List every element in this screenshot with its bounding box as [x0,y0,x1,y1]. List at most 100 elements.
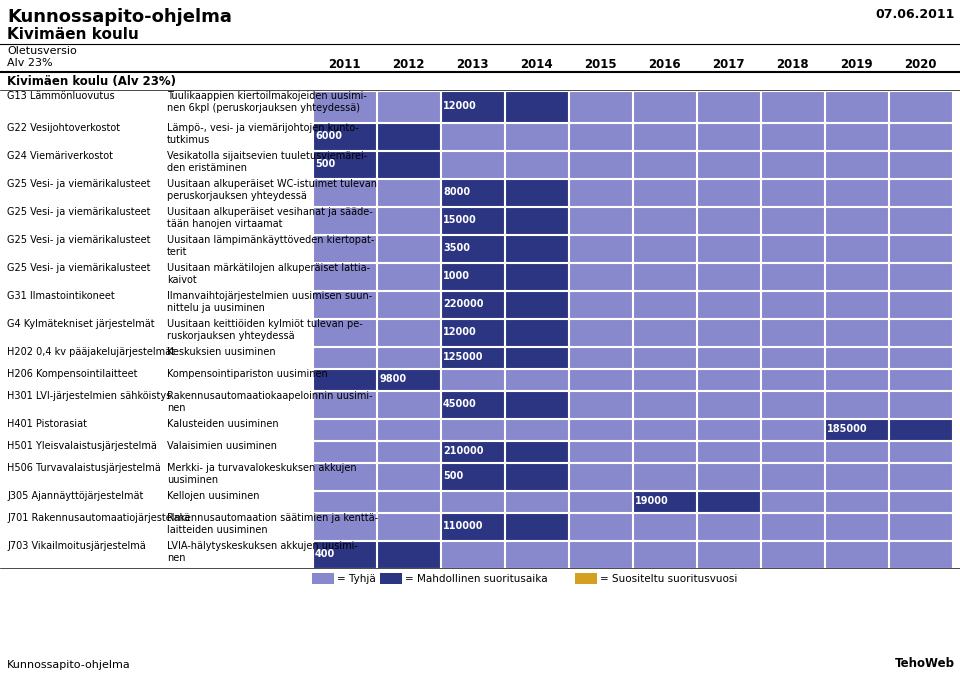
Text: Rakennusautomaation säätimien ja kenttä-
laitteiden uusiminen: Rakennusautomaation säätimien ja kenttä-… [167,513,378,535]
Text: Keskuksien uusiminen: Keskuksien uusiminen [167,347,276,357]
Bar [825,418,887,439]
Bar [760,179,824,206]
Bar [889,234,951,261]
Bar [697,179,759,206]
Bar [376,513,440,540]
Bar [760,346,824,367]
Text: G13 Lämmönluovutus: G13 Lämmönluovutus [7,91,114,101]
Bar [760,318,824,346]
Bar [313,441,375,462]
Bar [825,122,887,149]
Bar [505,151,567,177]
Bar [441,390,503,418]
Bar [889,418,951,439]
Bar [505,490,567,511]
Bar [633,234,695,261]
Bar [568,462,632,490]
Text: 3500: 3500 [443,243,470,253]
Bar [568,234,632,261]
Text: G22 Vesijohtoverkostot: G22 Vesijohtoverkostot [7,123,120,133]
Bar [760,206,824,234]
Bar [376,90,440,122]
Bar [697,234,759,261]
Bar [441,462,503,490]
Bar [376,390,440,418]
Text: Valaisimien uusiminen: Valaisimien uusiminen [167,441,277,451]
Bar [313,151,375,177]
Bar [760,490,824,511]
Bar [568,318,632,346]
Bar [313,318,375,346]
Bar [568,179,632,206]
Bar [568,90,632,122]
Bar [313,234,375,261]
Bar [633,441,695,462]
Bar [441,418,503,439]
Bar [568,122,632,149]
Bar [568,513,632,540]
Text: 2016: 2016 [648,58,681,71]
Bar [441,206,503,234]
Text: H506 Turvavalaistusjärjestelmä: H506 Turvavalaistusjärjestelmä [7,463,160,473]
Bar [889,513,951,540]
Text: 6000: 6000 [315,131,342,141]
Bar [889,122,951,149]
Bar [760,390,824,418]
Text: Ilmanvaihtojärjestelmien uusimisen suun-
nittelu ja uusiminen: Ilmanvaihtojärjestelmien uusimisen suun-… [167,291,372,313]
Text: G31 Ilmastointikoneet: G31 Ilmastointikoneet [7,291,115,301]
Text: H301 LVI-järjestelmien sähköistys: H301 LVI-järjestelmien sähköistys [7,391,171,401]
Bar [505,291,567,318]
Bar [376,263,440,289]
Bar [575,573,597,584]
Text: 45000: 45000 [443,399,477,409]
Bar [568,540,632,568]
Text: H501 Yleisvalaistusjärjestelmä: H501 Yleisvalaistusjärjestelmä [7,441,156,451]
Text: Uusitaan alkuperäiset vesihanat ja sääde-
tään hanojen virtaamat: Uusitaan alkuperäiset vesihanat ja sääde… [167,207,372,229]
Bar [313,513,375,540]
Bar [697,513,759,540]
Bar [313,418,375,439]
Bar [441,291,503,318]
Bar [889,263,951,289]
Text: Uusitaan keittiöiden kylmiöt tulevan pe-
ruskorjauksen yhteydessä: Uusitaan keittiöiden kylmiöt tulevan pe-… [167,319,363,341]
Bar [505,122,567,149]
Bar [505,346,567,367]
Bar [313,346,375,367]
Bar [568,346,632,367]
Text: 500: 500 [443,471,464,481]
Bar [568,369,632,390]
Bar [313,90,375,122]
Bar [889,462,951,490]
Bar [825,441,887,462]
Bar [697,390,759,418]
Text: 12000: 12000 [443,101,477,111]
Bar [697,263,759,289]
Text: 2019: 2019 [840,58,873,71]
Text: 19000: 19000 [635,496,669,506]
Bar [825,263,887,289]
Text: Kellojen uusiminen: Kellojen uusiminen [167,491,259,501]
Bar [697,122,759,149]
Text: 07.06.2011: 07.06.2011 [876,8,955,21]
Bar [889,90,951,122]
Text: 110000: 110000 [443,521,484,531]
Text: 1000: 1000 [443,271,470,281]
Text: 2018: 2018 [776,58,808,71]
Bar [441,179,503,206]
Bar [505,369,567,390]
Text: 2011: 2011 [327,58,360,71]
Bar [313,540,375,568]
Bar [313,206,375,234]
Text: H401 Pistorasiat: H401 Pistorasiat [7,419,87,429]
Bar [505,390,567,418]
Bar [505,234,567,261]
Bar [505,418,567,439]
Bar [760,513,824,540]
Bar [697,369,759,390]
Bar [633,513,695,540]
Bar [825,462,887,490]
Bar [312,573,334,584]
Bar [889,540,951,568]
Bar [633,540,695,568]
Text: Kalusteiden uusiminen: Kalusteiden uusiminen [167,419,278,429]
